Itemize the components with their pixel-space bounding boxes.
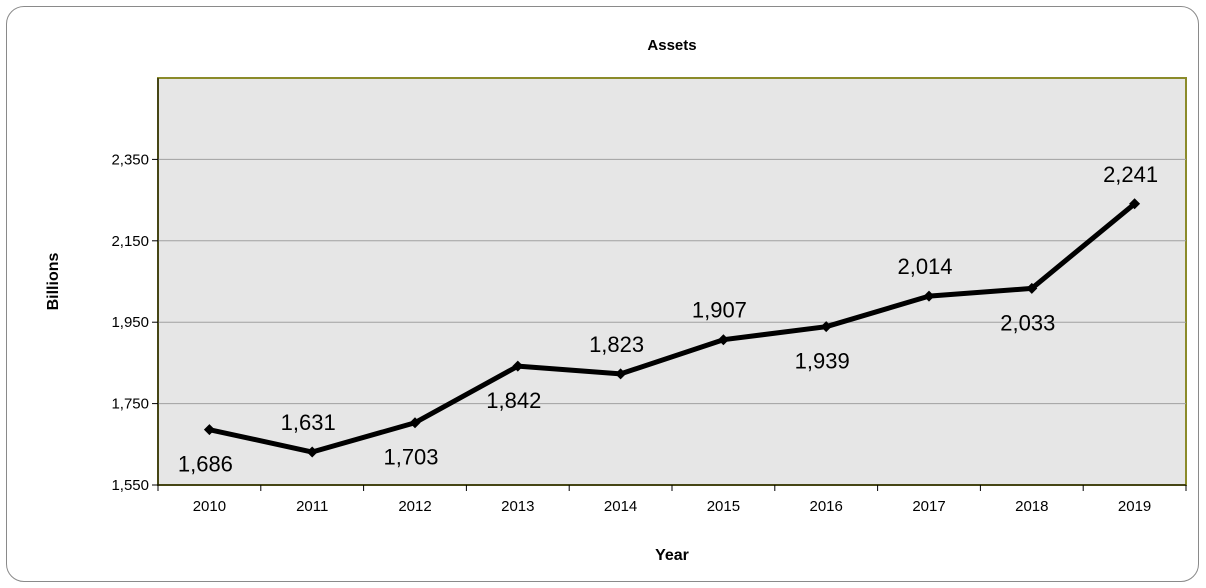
data-labels: 1,686 1,631 1,703 1,842 1,823 1,907 1,939 2,014… — [178, 162, 1158, 477]
gridlines — [158, 158, 1186, 405]
data-label: 1,823 — [589, 332, 644, 357]
series-markers — [203, 198, 1141, 458]
x-tick-label: 2018 — [1015, 498, 1048, 515]
x-tick-label: 2014 — [604, 498, 637, 515]
y-axis-ticks: 1,550 1,750 1,950 2,150 2,350 — [111, 151, 158, 494]
data-label: 2,241 — [1103, 162, 1158, 187]
data-label: 1,703 — [383, 445, 438, 470]
y-tick-label: 1,750 — [111, 396, 149, 413]
y-axis-title: Billions — [45, 253, 62, 311]
data-point — [1129, 198, 1141, 210]
x-tick-label: 2015 — [707, 498, 740, 515]
x-tick-label: 2016 — [810, 498, 843, 515]
data-point — [923, 290, 935, 302]
data-label: 1,939 — [795, 349, 850, 374]
x-tick-label: 2017 — [912, 498, 945, 515]
y-tick-label: 1,550 — [111, 477, 149, 494]
chart-title: Assets — [647, 37, 696, 54]
data-label: 1,907 — [692, 298, 747, 323]
x-tick-label: 2013 — [501, 498, 534, 515]
y-tick-label: 1,950 — [111, 314, 149, 331]
x-tick-label: 2012 — [398, 498, 431, 515]
data-point — [306, 446, 318, 458]
data-point — [203, 424, 215, 436]
x-tick-label: 2010 — [193, 498, 226, 515]
data-point — [820, 321, 832, 333]
data-point — [717, 334, 729, 346]
y-tick-label: 2,150 — [111, 233, 149, 250]
x-tick-label: 2019 — [1118, 498, 1151, 515]
data-label: 1,686 — [178, 452, 233, 477]
y-tick-label: 2,350 — [111, 151, 149, 168]
data-point — [1026, 282, 1038, 294]
data-label: 2,014 — [897, 254, 952, 279]
data-point — [512, 360, 524, 372]
plot-area — [157, 77, 1187, 486]
x-tick-label: 2011 — [296, 498, 328, 515]
data-label: 1,842 — [486, 388, 541, 413]
x-axis-title: Year — [655, 547, 689, 564]
data-point — [615, 368, 627, 380]
data-label: 1,631 — [281, 410, 336, 435]
data-point — [409, 417, 421, 429]
series-line — [208, 201, 1137, 455]
x-axis-ticks: 2010 2011 2012 2013 2014 2015 2016 2017 2018 2019 — [157, 485, 1187, 515]
data-label: 2,033 — [1000, 310, 1055, 335]
